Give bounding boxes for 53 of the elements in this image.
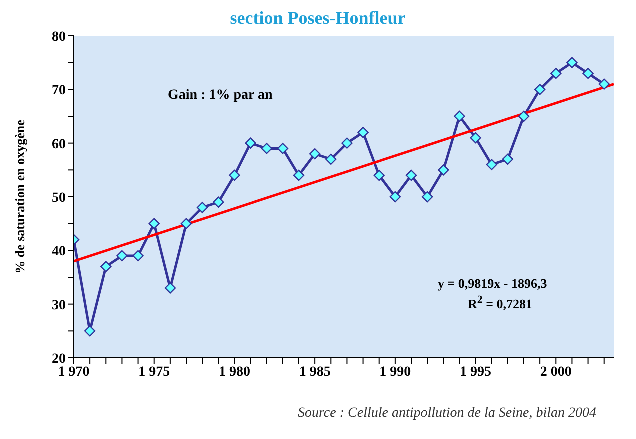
annotation: y = 0,9819x - 1896,3 bbox=[438, 276, 548, 292]
point bbox=[486, 159, 498, 170]
x-tick-label: 1 990 bbox=[380, 364, 412, 380]
y-tick-label: 80 bbox=[52, 30, 66, 45]
source-note: Source : Cellule antipollution de la Seine, bilan 2004 bbox=[298, 406, 596, 422]
point bbox=[164, 282, 176, 294]
point bbox=[454, 110, 466, 122]
y-tick-label: 50 bbox=[52, 190, 66, 206]
y-tick-label: 60 bbox=[52, 137, 66, 152]
point bbox=[293, 170, 305, 182]
x-tick-label: 2 000 bbox=[540, 364, 572, 380]
point bbox=[277, 143, 289, 154]
x-tick-label: 1 985 bbox=[299, 364, 331, 380]
point bbox=[229, 170, 240, 182]
point bbox=[582, 68, 594, 80]
point bbox=[358, 127, 369, 138]
point bbox=[342, 138, 353, 149]
annotation: R$^{2}$ = 0,7281 bbox=[468, 294, 532, 312]
point bbox=[422, 191, 434, 203]
point bbox=[406, 170, 418, 182]
point bbox=[261, 143, 272, 154]
point bbox=[309, 148, 321, 160]
point bbox=[326, 154, 337, 166]
y-tick-label: 30 bbox=[52, 298, 66, 314]
point bbox=[116, 250, 128, 262]
annotation: Gain : 1% par an bbox=[168, 88, 273, 104]
point bbox=[566, 57, 578, 68]
x-tick-label: 1 975 bbox=[138, 364, 170, 380]
point bbox=[518, 110, 530, 122]
x-tick-label: 1 980 bbox=[218, 364, 250, 380]
point bbox=[438, 164, 450, 176]
point bbox=[180, 218, 192, 230]
point bbox=[132, 250, 144, 262]
x-tick-label: 1 995 bbox=[460, 364, 492, 380]
y-tick-label: 70 bbox=[52, 84, 66, 99]
chart-title: section Poses-Honfleur bbox=[229, 8, 407, 29]
point bbox=[100, 261, 112, 272]
point bbox=[470, 132, 482, 144]
point bbox=[84, 326, 96, 337]
y-tick-label: 20 bbox=[52, 352, 66, 367]
x-tick-label: 1 970 bbox=[58, 364, 90, 380]
point bbox=[245, 138, 256, 149]
point bbox=[390, 191, 402, 203]
point bbox=[196, 202, 208, 214]
point bbox=[502, 154, 514, 166]
point bbox=[598, 78, 610, 90]
point bbox=[550, 68, 562, 80]
point bbox=[374, 170, 385, 182]
y-axis-title: % de saturation en oxygène bbox=[12, 120, 28, 274]
point bbox=[213, 196, 224, 208]
point bbox=[534, 84, 546, 96]
point bbox=[148, 218, 160, 230]
y-tick-label: 40 bbox=[52, 244, 66, 260]
